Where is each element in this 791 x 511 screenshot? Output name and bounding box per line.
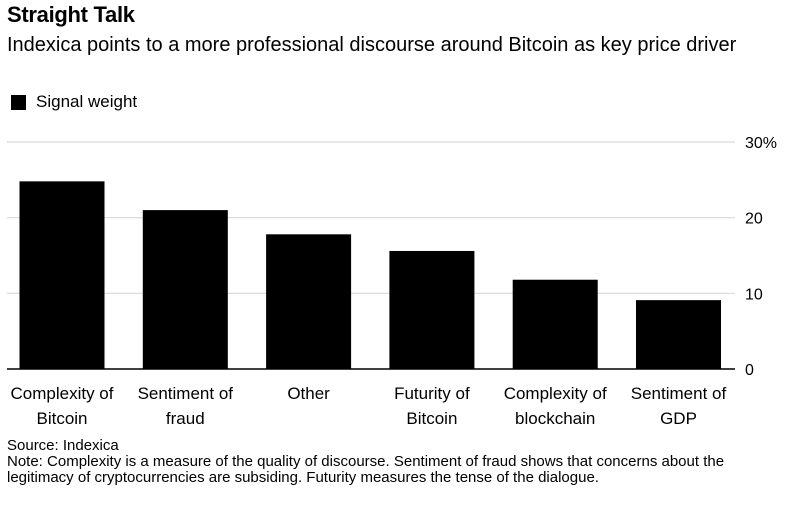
bar-chart: 0 10 20 30% Complexity of Bitcoin Sentiment o… (7, 135, 777, 428)
footer-notes: Source: Indexica Note: Complexity is a m… (7, 438, 782, 486)
note-text: Note: Complexity is a measure of the qua… (7, 453, 725, 486)
chart-title: Straight Talk (7, 2, 135, 27)
x-tick-label: Other (287, 384, 330, 403)
bars (19, 181, 721, 369)
legend: Signal weight (11, 92, 137, 112)
y-tick-label: 10 (745, 286, 763, 303)
bar (266, 234, 352, 369)
y-tick-label: 0 (745, 362, 754, 379)
x-tick-label: Sentiment of GDP (631, 384, 727, 428)
bar (389, 250, 475, 369)
y-tick-label: 30% (745, 135, 777, 152)
bar (512, 279, 598, 369)
y-tick-label: 20 (745, 211, 763, 228)
gridlines (7, 141, 735, 294)
legend-label: Signal weight (36, 92, 138, 111)
x-tick-label: Sentiment of fraud (138, 384, 234, 428)
source-text: Source: Indexica (7, 437, 119, 454)
x-tick-label: Complexity of Bitcoin (11, 384, 114, 428)
bar (636, 300, 721, 369)
bar (19, 181, 105, 369)
y-axis-ticks: 0 10 20 30% (745, 135, 777, 379)
bar (142, 210, 228, 369)
x-axis-ticks: Complexity of Bitcoin Sentiment of fraud Oth… (11, 384, 727, 428)
x-tick-label: Complexity of blockchain (504, 384, 607, 428)
legend-swatch (11, 94, 26, 110)
x-tick-label: Futurity of Bitcoin (394, 384, 470, 428)
chart-subtitle: Indexica points to a more professional d… (7, 34, 737, 56)
